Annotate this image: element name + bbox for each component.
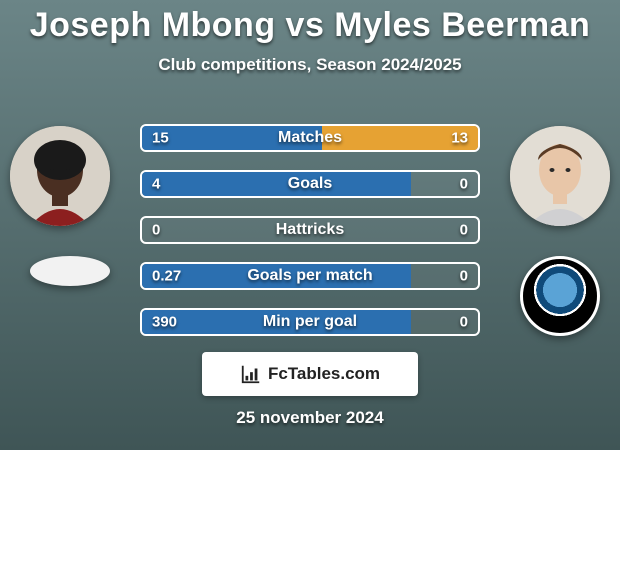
brand-text: FcTables.com (268, 364, 380, 384)
subtitle: Club competitions, Season 2024/2025 (0, 55, 620, 75)
stats-container: 15 Matches 13 4 Goals 0 0 Hattricks 0 0.… (140, 124, 480, 336)
avatar-icon (10, 126, 110, 226)
stat-val-right: 0 (460, 176, 468, 193)
stat-row: 15 Matches 13 (140, 124, 480, 152)
comparison-card: Joseph Mbong vs Myles Beerman Club compe… (0, 0, 620, 450)
stat-row: 4 Goals 0 (140, 170, 480, 198)
stat-label: Matches (142, 129, 478, 147)
stat-label: Goals (142, 175, 478, 193)
stat-val-right: 0 (460, 222, 468, 239)
player-right-portrait (510, 126, 610, 226)
stat-label: Min per goal (142, 313, 478, 331)
stat-label: Hattricks (142, 221, 478, 239)
club-right-badge (520, 256, 600, 336)
date-label: 25 november 2024 (0, 408, 620, 428)
stat-label: Goals per match (142, 267, 478, 285)
player-left-portrait (10, 126, 110, 226)
stat-val-right: 13 (451, 130, 468, 147)
stat-row: 0 Hattricks 0 (140, 216, 480, 244)
stat-val-right: 0 (460, 268, 468, 285)
chart-icon (240, 363, 262, 385)
stat-val-right: 0 (460, 314, 468, 331)
avatar-icon (510, 126, 610, 226)
club-left-badge (30, 256, 110, 286)
page-title: Joseph Mbong vs Myles Beerman (0, 0, 620, 45)
stat-row: 390 Min per goal 0 (140, 308, 480, 336)
stat-row: 0.27 Goals per match 0 (140, 262, 480, 290)
brand-badge: FcTables.com (202, 352, 418, 396)
